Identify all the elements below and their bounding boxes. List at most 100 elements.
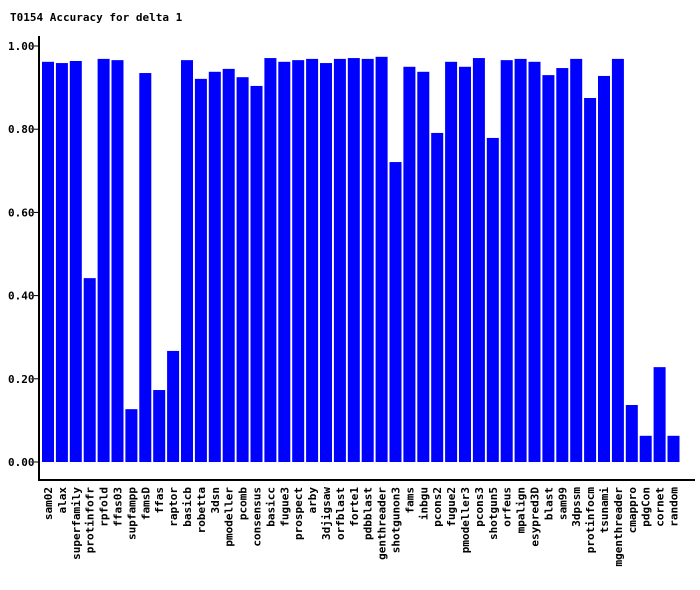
- bar-basicc: [264, 58, 277, 463]
- x-tick-label: robetta: [195, 487, 208, 533]
- bar-famsD: [139, 73, 152, 462]
- x-tick-label: protinfocm: [584, 487, 597, 554]
- x-tick-label: supfampp: [125, 487, 138, 540]
- bar-esypred3D: [528, 61, 541, 463]
- bar-forte1: [347, 58, 360, 463]
- x-tick-label: orfeus: [501, 487, 514, 527]
- bar-protinfofr: [83, 278, 96, 462]
- bar-superfamily: [69, 60, 82, 462]
- x-tick-label: famsD: [139, 487, 152, 520]
- bar-3dpssm: [570, 58, 583, 463]
- x-tick-label: basicc: [264, 487, 277, 527]
- bar-mgenthreader: [611, 58, 624, 463]
- x-tick-label: blast: [542, 487, 555, 520]
- x-tick-label: prospect: [292, 487, 305, 540]
- bar-shotgunon3: [389, 162, 402, 462]
- x-tick-label: fugue3: [278, 487, 291, 527]
- x-tick-label: orfblast: [334, 487, 347, 540]
- bar-raptor: [167, 350, 180, 462]
- bar-alax: [55, 63, 68, 462]
- bar-blast: [542, 75, 555, 463]
- x-tick-label: mpalign: [515, 487, 528, 533]
- y-tick-label: 0.60: [8, 206, 35, 219]
- x-tick-label: ffas: [153, 487, 166, 514]
- x-tick-label: shotgunon3: [390, 487, 403, 553]
- bar-consensus: [250, 85, 263, 462]
- x-tick-label: superfamily: [70, 487, 83, 560]
- bar-inbgu: [417, 71, 430, 463]
- bar-orfeus: [500, 60, 513, 462]
- y-tick-label: 1.00: [8, 40, 35, 53]
- bar-supfampp: [125, 409, 138, 462]
- x-tick-label: protinfofr: [84, 487, 97, 554]
- x-tick-label: fugue2: [445, 487, 458, 527]
- bar-robetta: [194, 78, 207, 462]
- y-tick-label: 0.80: [8, 123, 35, 136]
- bar-pdbblast: [361, 58, 374, 463]
- x-tick-label: inbgu: [417, 487, 430, 520]
- y-tick-label: 0.20: [8, 373, 35, 386]
- x-tick-label: pmodeller: [223, 487, 236, 547]
- x-tick-label: esypred3D: [529, 487, 542, 547]
- bar-protinfocm: [584, 98, 597, 462]
- y-tick-label: 0.40: [8, 290, 35, 303]
- bar-ffas: [153, 390, 166, 462]
- bar-pmodeller: [222, 68, 235, 462]
- x-tick-label: tsunami: [598, 487, 611, 534]
- x-tick-label: rpfold: [98, 487, 111, 527]
- chart-title: T0154 Accuracy for delta 1: [10, 11, 183, 24]
- bar-arby: [306, 58, 319, 463]
- bar-rpfold: [97, 58, 110, 463]
- bar-pmodeller3: [459, 66, 471, 463]
- x-tick-label: pcons3: [473, 487, 486, 527]
- bar-basicb: [181, 60, 193, 462]
- x-tick-label: 3djigsaw: [320, 487, 333, 540]
- x-tick-label: pcomb: [237, 487, 250, 520]
- x-tick-label: forte1: [348, 487, 361, 527]
- bar-genthreader: [375, 56, 388, 462]
- x-tick-label: consensus: [251, 487, 264, 547]
- y-tick-label: 0.00: [8, 456, 35, 469]
- bar-fugue3: [278, 61, 291, 463]
- x-tick-label: raptor: [167, 487, 180, 527]
- x-tick-label: basicb: [181, 487, 194, 527]
- bar-pcomb: [236, 77, 249, 462]
- bar-sam99: [556, 68, 569, 462]
- bar-3djigsaw: [320, 63, 332, 462]
- bar-ffas03: [111, 60, 124, 462]
- x-tick-label: genthreader: [376, 487, 389, 560]
- bar-shotgun5: [486, 137, 499, 462]
- x-tick-label: random: [668, 487, 681, 527]
- bar-pcons3: [472, 58, 485, 463]
- bar-mpalign: [514, 58, 527, 463]
- x-tick-label: pmodeller3: [459, 487, 472, 553]
- x-tick-label: pdgCon: [640, 487, 653, 527]
- bar-orfblast: [333, 58, 346, 463]
- x-tick-label: cmappro: [626, 487, 639, 534]
- x-tick-label: sam02: [42, 487, 55, 520]
- x-tick-label: sam99: [556, 487, 569, 520]
- x-tick-label: shotgun5: [487, 487, 500, 540]
- x-tick-label: cornet: [654, 487, 667, 527]
- x-tick-label: 3dpssm: [570, 487, 583, 527]
- x-tick-label: fams: [403, 487, 416, 514]
- bar-fugue2: [445, 61, 458, 463]
- bar-pcons2: [431, 132, 444, 462]
- bar-sam02: [42, 61, 54, 463]
- x-tick-label: pdbblast: [362, 487, 375, 540]
- bar-3dsn: [208, 71, 221, 463]
- x-tick-label: ffas03: [112, 487, 125, 527]
- x-tick-label: mgenthreader: [612, 487, 625, 567]
- x-tick-label: 3dsn: [209, 487, 222, 514]
- x-tick-label: pcons2: [431, 487, 444, 527]
- bar-prospect: [292, 60, 305, 462]
- bar-random: [667, 435, 680, 462]
- x-tick-label: alax: [56, 487, 69, 514]
- bar-tsunami: [598, 75, 610, 463]
- x-tick-label: arby: [306, 487, 319, 514]
- bar-cornet: [653, 367, 666, 462]
- bar-cmappro: [625, 405, 638, 462]
- bar-fams: [403, 66, 416, 463]
